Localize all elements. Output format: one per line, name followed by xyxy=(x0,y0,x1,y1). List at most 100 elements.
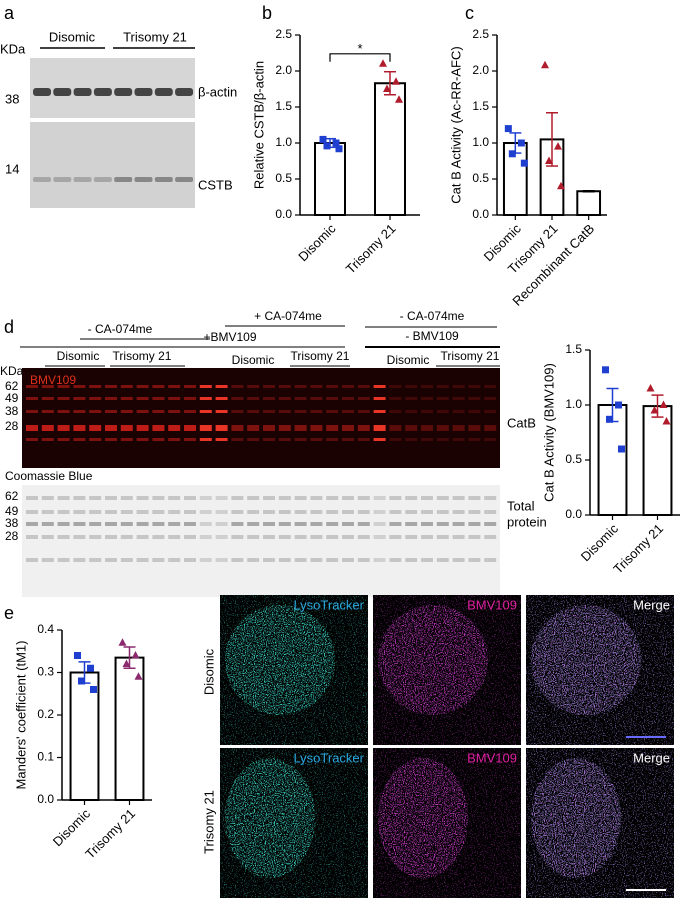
band xyxy=(389,438,402,441)
band xyxy=(389,510,402,514)
band xyxy=(247,410,260,413)
band xyxy=(436,385,449,388)
band xyxy=(389,385,402,388)
band xyxy=(326,535,339,539)
y-tick-label: 0.0 xyxy=(37,792,54,806)
band xyxy=(468,410,481,413)
band xyxy=(468,535,481,539)
treatment-label: - CA-074me xyxy=(88,322,153,336)
panel-label: d xyxy=(4,317,14,337)
band xyxy=(114,88,133,96)
band xyxy=(231,410,244,413)
cell-signal xyxy=(531,605,641,715)
band xyxy=(120,425,133,431)
band xyxy=(326,397,339,400)
band xyxy=(468,510,481,514)
y-tick-label: 1.5 xyxy=(565,342,582,356)
band xyxy=(484,522,497,526)
marker-label: 28 xyxy=(5,529,19,543)
band xyxy=(120,535,133,539)
band xyxy=(294,496,307,500)
band xyxy=(231,535,244,539)
y-tick-label: 1.0 xyxy=(565,397,582,411)
band xyxy=(41,535,54,539)
band xyxy=(120,522,133,526)
band xyxy=(184,425,196,431)
bar xyxy=(314,142,346,216)
band xyxy=(120,510,133,514)
y-tick-label: 2.0 xyxy=(275,63,292,77)
band xyxy=(184,535,196,539)
band xyxy=(326,425,339,431)
marker-label: 38 xyxy=(5,516,19,530)
data-point xyxy=(78,677,85,685)
group-label: Trisomy 21 xyxy=(441,349,500,363)
band xyxy=(26,438,38,441)
band xyxy=(26,397,38,400)
y-tick-label: 2.5 xyxy=(275,27,292,41)
band xyxy=(342,535,354,539)
band xyxy=(41,410,54,413)
band xyxy=(357,510,370,514)
data-point xyxy=(134,672,143,680)
band xyxy=(168,410,181,413)
cell-signal xyxy=(225,605,335,715)
data-point xyxy=(90,686,97,693)
band xyxy=(89,397,102,400)
data-point xyxy=(383,84,391,92)
data-point xyxy=(554,142,562,150)
band xyxy=(168,535,181,539)
band xyxy=(105,522,117,526)
stain-side-label: Total xyxy=(507,498,535,513)
x-tick-label: Disomic xyxy=(578,521,622,565)
band xyxy=(168,522,181,526)
data-point xyxy=(122,659,131,667)
band xyxy=(484,558,497,562)
band xyxy=(105,535,117,539)
band xyxy=(57,510,70,514)
y-tick-label: 0.0 xyxy=(565,507,582,521)
band xyxy=(57,496,70,500)
channel-label: Merge xyxy=(633,750,670,765)
band xyxy=(168,558,181,562)
x-tick-label: Disomic xyxy=(50,806,94,850)
data-point xyxy=(646,384,655,392)
band xyxy=(73,385,86,388)
stain-side-label: protein xyxy=(507,514,547,529)
band xyxy=(389,535,402,539)
band xyxy=(152,522,165,526)
band xyxy=(278,438,291,441)
band xyxy=(484,397,497,400)
band xyxy=(421,385,433,388)
cell-signal xyxy=(225,758,315,878)
band xyxy=(41,385,54,388)
band xyxy=(278,496,291,500)
band xyxy=(41,438,54,441)
band xyxy=(73,535,86,539)
band xyxy=(168,397,181,400)
band xyxy=(247,558,260,562)
band xyxy=(215,522,228,526)
band xyxy=(136,496,149,500)
band xyxy=(231,397,244,400)
band xyxy=(120,496,133,500)
group-label: Trisomy 21 xyxy=(291,349,350,363)
band xyxy=(199,558,212,562)
band xyxy=(152,410,165,413)
band xyxy=(41,397,54,400)
y-tick-label: 0.3 xyxy=(37,665,54,679)
band xyxy=(105,385,117,388)
band xyxy=(263,496,275,500)
x-tick-label: Disomic xyxy=(295,221,339,265)
band xyxy=(373,510,386,514)
band xyxy=(294,558,307,562)
group-label: Disomic xyxy=(57,349,100,363)
band xyxy=(184,522,196,526)
band xyxy=(357,558,370,562)
row-label: Trisomy 21 xyxy=(201,790,216,854)
band xyxy=(484,510,497,514)
band xyxy=(263,425,275,431)
band xyxy=(231,385,244,388)
data-point xyxy=(392,77,400,85)
band xyxy=(26,535,38,539)
